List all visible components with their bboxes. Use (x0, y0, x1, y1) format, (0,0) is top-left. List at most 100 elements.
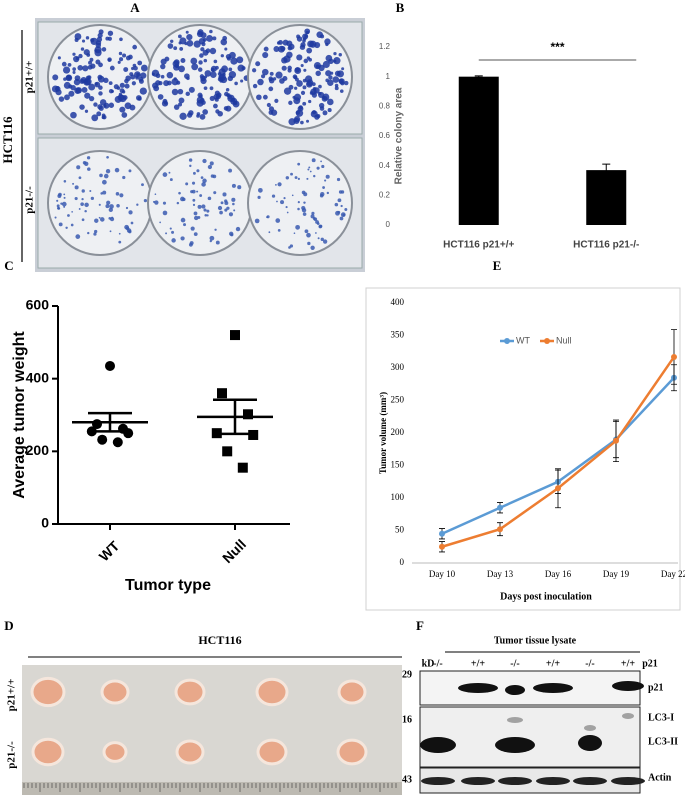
colony (80, 47, 85, 51)
colony (231, 183, 236, 188)
colony (98, 85, 103, 90)
colony (262, 94, 268, 100)
colony (225, 54, 232, 60)
band-label: Actin (648, 772, 672, 783)
colony (179, 112, 187, 120)
colony (119, 57, 124, 62)
colony (306, 119, 310, 123)
colony (118, 232, 121, 235)
colony (301, 190, 306, 195)
colony (322, 110, 328, 116)
colony (89, 190, 92, 193)
colony (322, 60, 330, 69)
colony (165, 232, 168, 235)
colony (287, 65, 292, 71)
colony (217, 205, 223, 211)
colony (65, 226, 68, 230)
colony (128, 169, 132, 173)
colony (109, 230, 112, 233)
colony (119, 193, 124, 198)
colony (202, 49, 209, 56)
colony (218, 68, 226, 76)
colony (302, 212, 307, 216)
y-tick-label: 200 (391, 427, 405, 437)
legend-label: Null (556, 335, 572, 345)
colony (109, 217, 115, 222)
colony (58, 222, 63, 227)
point (97, 434, 108, 445)
colony (102, 190, 107, 195)
error-bar (474, 75, 483, 78)
colony (304, 229, 309, 234)
panel-label: A (130, 0, 140, 15)
colony (122, 175, 126, 180)
colony (155, 80, 161, 86)
colony (296, 80, 303, 87)
y-tick-label: 0.4 (379, 161, 391, 170)
colony (206, 209, 210, 213)
colony (283, 197, 286, 200)
colony (63, 81, 71, 89)
colony (306, 232, 311, 238)
point (671, 353, 677, 360)
band (578, 735, 602, 751)
point (439, 530, 445, 537)
colony (275, 218, 281, 223)
colony (122, 53, 127, 58)
colony (185, 91, 190, 97)
colony (318, 224, 323, 229)
colony (293, 232, 296, 235)
plate-photo (35, 18, 365, 272)
colony (203, 86, 208, 91)
colony (125, 206, 129, 210)
colony (100, 192, 103, 195)
colony (344, 208, 348, 212)
colony (80, 202, 84, 206)
colony (173, 46, 178, 51)
colony (121, 112, 128, 118)
colony (325, 70, 332, 77)
y-tick-label: 0.2 (379, 190, 391, 199)
colony (308, 99, 312, 104)
colony (159, 221, 161, 224)
colony (98, 62, 103, 68)
colony (209, 29, 213, 34)
colony (58, 96, 65, 102)
colony (175, 64, 179, 69)
band (622, 713, 634, 719)
colony (66, 74, 72, 81)
colony (234, 81, 238, 86)
colony (106, 200, 111, 205)
colony (173, 104, 180, 110)
colony (293, 97, 301, 105)
colony (180, 236, 185, 241)
legend-label: WT (516, 335, 530, 345)
colony (106, 155, 109, 159)
colony (130, 74, 136, 80)
colony (209, 235, 215, 241)
colony (166, 71, 174, 79)
colony (340, 190, 345, 194)
colony (63, 193, 66, 196)
colony (305, 30, 310, 35)
colony (81, 87, 88, 93)
colony (219, 210, 223, 215)
colony (290, 172, 293, 176)
colony (164, 56, 170, 62)
colony (100, 217, 105, 222)
colony (87, 64, 93, 70)
colony (189, 164, 192, 168)
colony (326, 191, 330, 195)
colony (107, 57, 112, 62)
colony (203, 208, 207, 212)
colony (257, 78, 264, 86)
colony (302, 37, 307, 41)
colony (57, 207, 61, 210)
colony (87, 231, 90, 235)
colony (132, 44, 138, 50)
colony (300, 90, 306, 95)
colony (275, 183, 277, 186)
colony (178, 102, 183, 107)
colony (118, 240, 122, 244)
